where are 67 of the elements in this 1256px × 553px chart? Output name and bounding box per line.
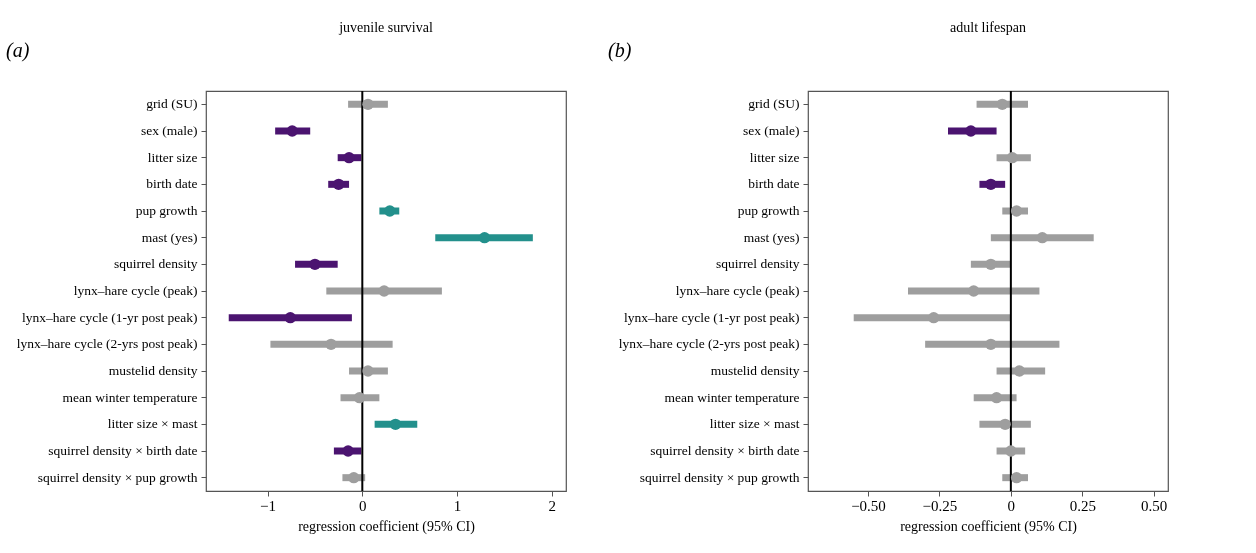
- x-axis-title: regression coefficient (95% CI): [900, 518, 1078, 535]
- point: [968, 285, 980, 297]
- point: [985, 178, 997, 191]
- point: [309, 258, 321, 271]
- point: [348, 471, 360, 484]
- y-tick-label: mast (yes): [141, 229, 198, 245]
- point: [362, 98, 374, 111]
- y-tick-label: lynx–hare cycle (peak): [73, 283, 198, 298]
- y-tick-label: litter size: [147, 149, 198, 165]
- y-tick-label: pup growth: [737, 203, 800, 218]
- point: [384, 205, 396, 217]
- y-tick-label: lynx–hare cycle (2-yrs post peak): [618, 336, 800, 352]
- y-tick-label: mustelid density: [710, 363, 800, 378]
- point: [325, 338, 337, 351]
- point: [1005, 445, 1017, 457]
- x-tick-label: −1: [260, 497, 277, 514]
- y-tick-label: pup growth: [135, 203, 198, 218]
- x-tick-label: −0.50: [851, 497, 886, 514]
- point: [999, 418, 1011, 431]
- point: [985, 258, 997, 271]
- point: [985, 338, 997, 351]
- chart-title: juvenile survival: [338, 20, 433, 35]
- point: [342, 445, 354, 457]
- point: [965, 125, 977, 137]
- y-tick-label: litter size: [749, 149, 800, 165]
- y-tick-label: litter size × mast: [709, 416, 800, 432]
- y-tick-label: squirrel density × birth date: [650, 443, 800, 458]
- y-tick-label: lynx–hare cycle (1-yr post peak): [22, 309, 198, 325]
- point: [478, 231, 491, 244]
- x-tick-label: −0.25: [922, 497, 958, 514]
- y-tick-label: squirrel density: [715, 256, 800, 272]
- point: [378, 285, 390, 297]
- point: [286, 125, 298, 137]
- x-tick-label: 0.25: [1069, 497, 1096, 514]
- y-tick-label: birth date: [748, 176, 800, 192]
- x-axis-title: regression coefficient (95% CI): [298, 518, 476, 535]
- text: (a): [6, 39, 30, 62]
- y-tick-label: mean winter temperature: [664, 389, 800, 405]
- point: [996, 98, 1008, 111]
- y-tick-label: grid (SU): [748, 96, 800, 112]
- y-tick-label: grid (SU): [146, 96, 198, 112]
- point: [343, 151, 355, 164]
- x-tick-label: 0: [1007, 497, 1016, 514]
- x-tick-label: 0.50: [1141, 497, 1168, 514]
- point: [928, 311, 940, 324]
- y-tick-label: squirrel density: [113, 256, 198, 272]
- chart-title: adult lifespan: [950, 20, 1026, 35]
- x-tick-label: 2: [548, 497, 557, 514]
- y-tick-label: mean winter temperature: [62, 389, 198, 405]
- y-tick-label: mustelid density: [108, 363, 198, 378]
- y-tick-label: birth date: [146, 176, 198, 192]
- y-tick-label: squirrel density × pup growth: [37, 469, 198, 485]
- y-tick-label: lynx–hare cycle (peak): [675, 283, 800, 298]
- y-tick-label: mast (yes): [743, 229, 800, 245]
- point: [1006, 151, 1018, 164]
- y-tick-label: litter size × mast: [107, 416, 198, 432]
- y-tick-label: squirrel density × birth date: [48, 443, 198, 458]
- x-tick-label: 0: [359, 497, 367, 514]
- text: (b): [608, 39, 632, 62]
- y-tick-label: sex (male): [140, 123, 198, 138]
- y-tick-label: squirrel density × pup growth: [639, 469, 800, 485]
- y-tick-label: lynx–hare cycle (2-yrs post peak): [16, 336, 198, 352]
- point: [1036, 231, 1048, 244]
- y-tick-label: sex (male): [742, 123, 800, 138]
- x-tick-label: 1: [453, 497, 462, 514]
- y-tick-label: lynx–hare cycle (1-yr post peak): [624, 309, 800, 325]
- point: [362, 365, 374, 377]
